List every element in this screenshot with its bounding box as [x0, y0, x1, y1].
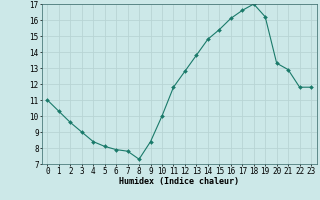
X-axis label: Humidex (Indice chaleur): Humidex (Indice chaleur): [119, 177, 239, 186]
